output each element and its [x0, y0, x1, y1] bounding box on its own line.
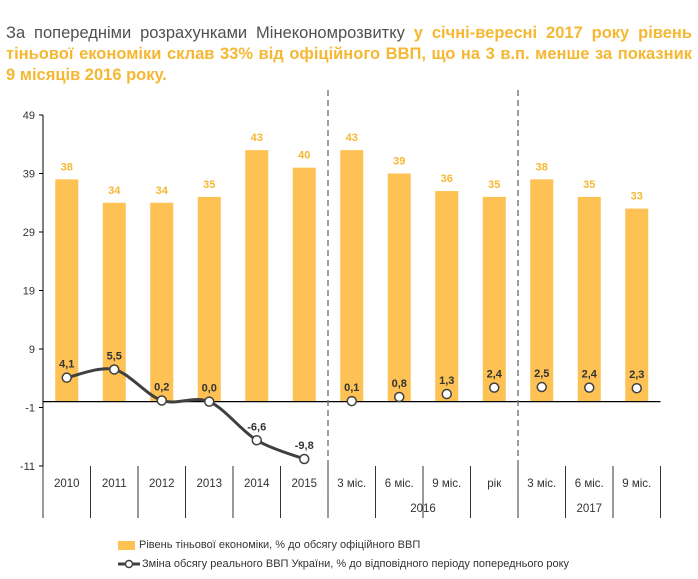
line-point [441, 388, 452, 400]
line-value-label: -9,8 [295, 440, 314, 452]
group-label: 2017 [576, 503, 602, 515]
x-tick-label: рік [487, 478, 502, 490]
legend-item-line: Зміна обсягу реального ВВП України, % до… [118, 558, 569, 570]
line-value-label: 4,1 [59, 359, 74, 371]
bar-value-label: 43 [251, 132, 263, 144]
x-tick-label: 3 міс. [527, 478, 556, 490]
gdp-change-line [66, 367, 305, 461]
bar-value-label: 34 [108, 185, 121, 197]
y-tick-label: 19 [23, 286, 35, 298]
line-point [536, 381, 547, 393]
line-value-label: 1,3 [439, 375, 454, 387]
line-point [299, 453, 310, 465]
bar-value-label: 40 [298, 150, 310, 162]
line-value-label: 0,2 [154, 381, 169, 393]
bar-value-label: 35 [203, 179, 215, 191]
bar [245, 150, 269, 402]
line-value-label: 0,8 [392, 378, 407, 390]
bar-value-label: 33 [631, 191, 643, 203]
line-value-label: 5,5 [107, 350, 122, 362]
bar [102, 202, 126, 402]
line-point [251, 435, 262, 446]
y-tick-label: -11 [20, 461, 35, 473]
y-tick-label: 49 [23, 110, 35, 122]
legend-line-swatch [118, 559, 140, 569]
line-value-label: 2,4 [582, 369, 598, 381]
bar [55, 179, 79, 402]
x-tick-label: 2012 [149, 478, 175, 490]
bar [340, 150, 364, 402]
line-value-label: 2,3 [629, 369, 644, 381]
y-tick-label: 9 [29, 344, 35, 356]
legend-bar-swatch [118, 540, 135, 550]
line-point [109, 364, 120, 375]
bar-value-label: 38 [536, 161, 548, 173]
y-tick-label: 29 [23, 227, 35, 239]
line-point [584, 382, 595, 393]
x-tick-label: 6 міс. [385, 478, 414, 490]
x-tick-label: 2010 [54, 478, 80, 490]
bar-value-label: 38 [61, 161, 73, 173]
bar-value-label: 35 [583, 179, 595, 191]
legend-line-label: Зміна обсягу реального ВВП України, % до… [142, 558, 570, 570]
line-point [394, 391, 405, 403]
x-tick-label: 9 міс. [622, 478, 651, 490]
line-point [204, 396, 215, 407]
line-point [61, 372, 72, 383]
y-tick-label: 39 [23, 169, 35, 181]
x-tick-label: 9 міс. [432, 478, 461, 490]
x-tick-label: 3 міс. [337, 478, 366, 490]
bar-value-label: 34 [156, 185, 169, 197]
line-point [156, 395, 167, 406]
line-value-label: 0,1 [344, 382, 359, 394]
bar [625, 208, 649, 402]
line-point [489, 382, 500, 393]
y-tick-label: -1 [25, 403, 35, 415]
bar-value-label: 43 [346, 132, 358, 144]
headline-plain: За попередніми розрахунками Мінекономроз… [6, 23, 414, 42]
bar-value-label: 39 [393, 156, 405, 168]
line-value-label: 2,5 [534, 368, 549, 380]
bar-value-label: 35 [488, 179, 500, 191]
bar [435, 191, 459, 402]
legend-bar-label: Рівень тіньової економіки, % до обсягу о… [139, 539, 421, 551]
line-point [346, 395, 357, 407]
bar [292, 167, 316, 402]
bar [150, 202, 174, 402]
x-tick-label: 2015 [291, 478, 317, 490]
line-value-label: 0,0 [202, 383, 217, 395]
chart-headline: За попередніми розрахунками Мінекономроз… [6, 23, 692, 86]
bar [387, 173, 411, 402]
bar [577, 196, 601, 402]
line-point [631, 382, 642, 394]
group-label: 2016 [410, 503, 436, 515]
bar [482, 196, 506, 402]
headline-highlight: у січні-вересні 2017 року рівень тіньово… [6, 23, 692, 84]
legend-item-bars: Рівень тіньової економіки, % до обсягу о… [118, 539, 420, 551]
bar-value-label: 36 [441, 173, 453, 185]
x-tick-label: 2011 [102, 478, 127, 490]
bar [530, 179, 554, 402]
x-tick-label: 2014 [244, 478, 270, 490]
x-tick-label: 2013 [196, 478, 222, 490]
bar [197, 196, 221, 402]
line-value-label: -6,6 [247, 421, 266, 433]
x-tick-label: 6 міс. [575, 478, 604, 490]
line-value-label: 2,4 [487, 369, 503, 381]
